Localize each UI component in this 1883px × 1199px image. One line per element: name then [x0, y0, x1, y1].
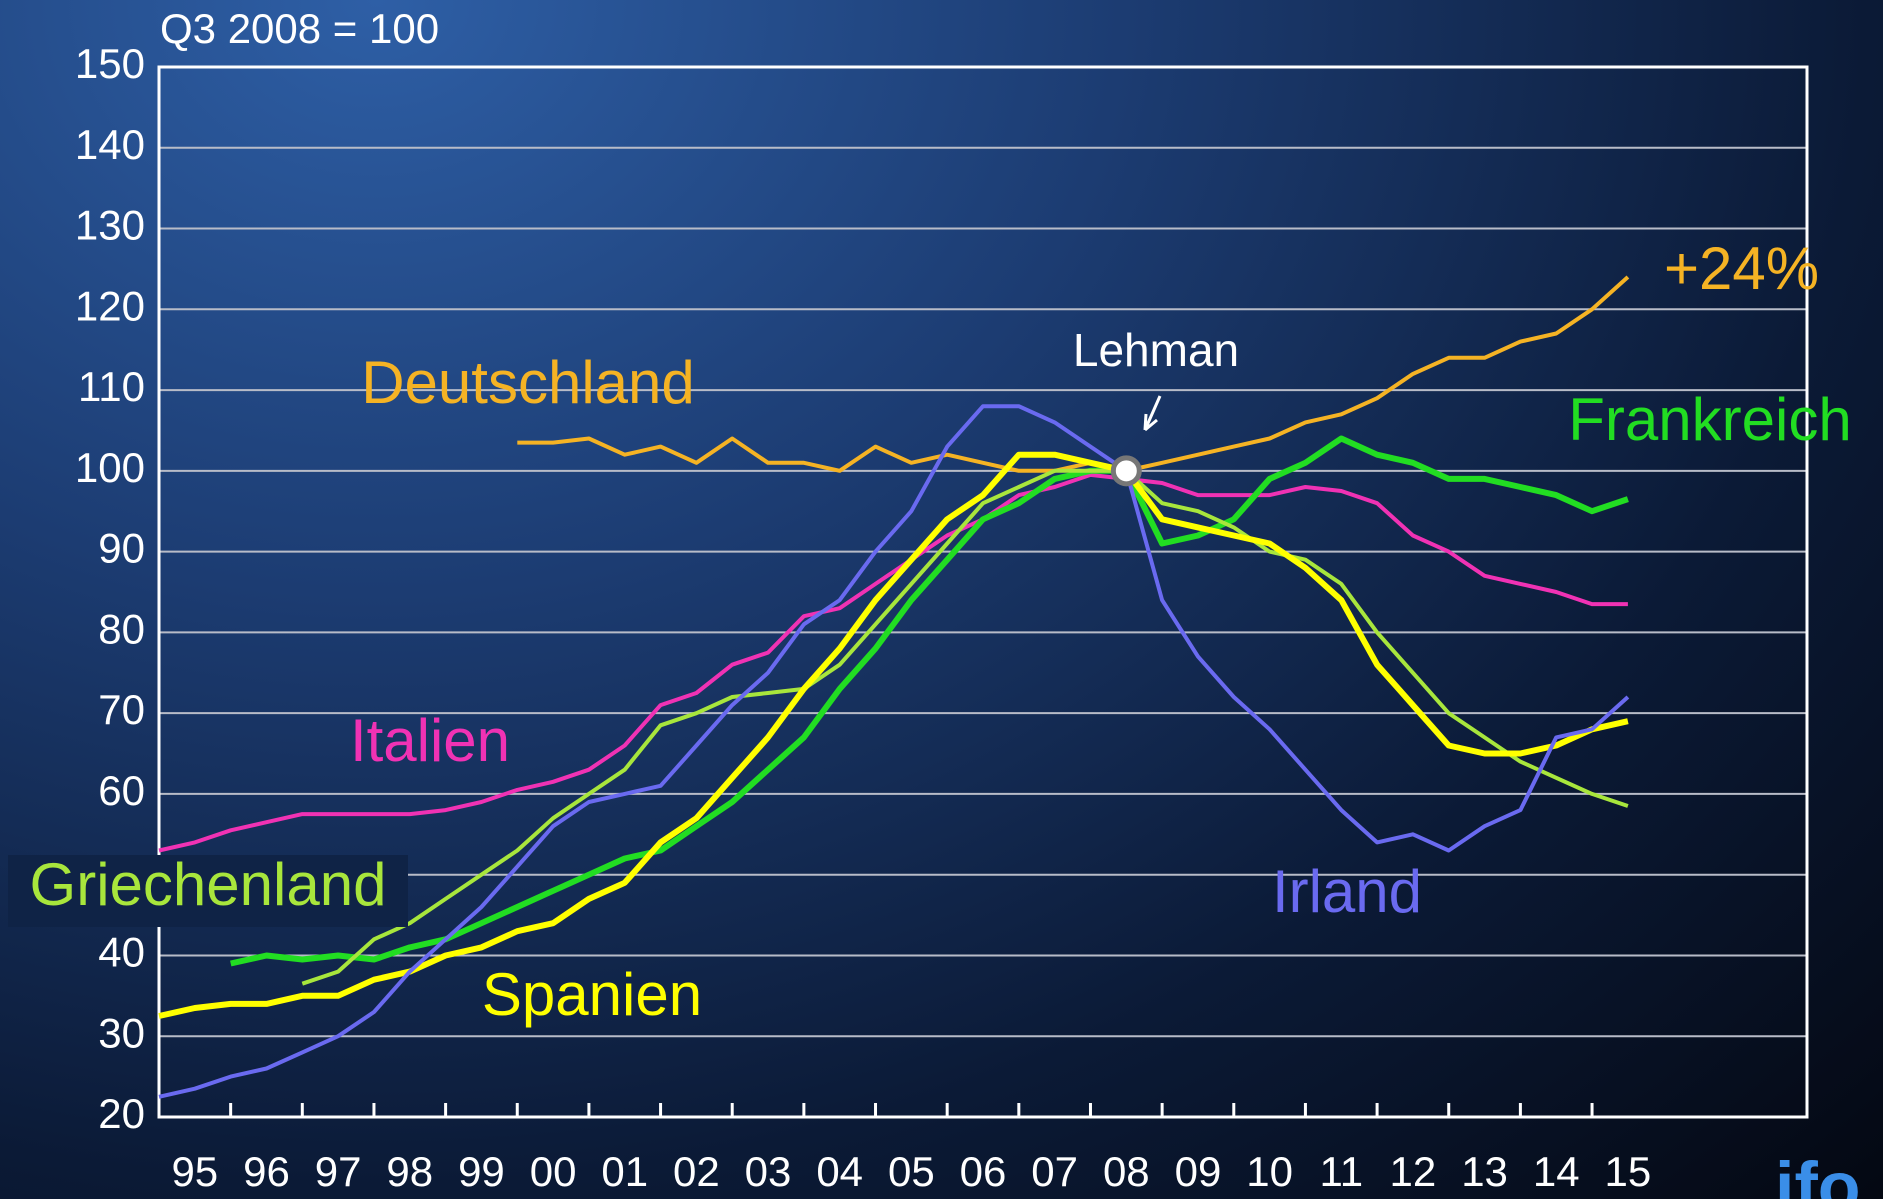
x-tick-label: 14: [1533, 1148, 1580, 1195]
series-label: Irland: [1272, 858, 1422, 925]
x-tick-label: 04: [816, 1148, 863, 1195]
series-label: Griechenland: [30, 851, 387, 918]
x-tick-label: 95: [171, 1148, 218, 1195]
series-label: Spanien: [482, 961, 702, 1028]
x-tick-label: 09: [1175, 1148, 1222, 1195]
x-tick-label: 07: [1031, 1148, 1078, 1195]
x-tick-label: 11: [1319, 1148, 1363, 1195]
x-tick-label: 97: [315, 1148, 362, 1195]
logo: ifo: [1775, 1147, 1861, 1199]
x-tick-label: 03: [745, 1148, 792, 1195]
label-backdrop: [8, 855, 408, 927]
line-series: [230, 435, 1629, 967]
x-tick-label: 06: [960, 1148, 1007, 1195]
y-tick-label: 100: [75, 444, 145, 491]
x-tick-label: 99: [458, 1148, 505, 1195]
y-tick-label: 150: [75, 40, 145, 87]
line-series: [158, 451, 1629, 1019]
y-tick-label: 40: [98, 929, 145, 976]
line-series: [158, 404, 1630, 1099]
y-tick-label: 120: [75, 282, 145, 329]
x-tick-label: 08: [1103, 1148, 1150, 1195]
series-label: Italien: [350, 707, 510, 774]
y-tick-label: 60: [98, 767, 145, 814]
subtitle: Q3 2008 = 100: [160, 5, 439, 52]
series-label: Frankreich: [1568, 386, 1851, 453]
line-series: [158, 472, 1628, 853]
x-tick-label: 96: [243, 1148, 290, 1195]
line-series: [301, 468, 1629, 986]
y-tick-label: 110: [78, 363, 145, 410]
annotation-arrow: [1143, 395, 1162, 432]
x-tick-label: 98: [386, 1148, 433, 1195]
annotation-label: +24%: [1664, 235, 1819, 302]
y-tick-label: 80: [98, 605, 145, 652]
y-tick-label: 90: [98, 525, 145, 572]
y-tick-label: 140: [75, 121, 145, 168]
x-tick-label: 13: [1461, 1148, 1508, 1195]
x-tick-label: 12: [1390, 1148, 1437, 1195]
lehman-marker: [1110, 455, 1142, 487]
x-tick-label: 01: [601, 1148, 648, 1195]
x-tick-label: 00: [530, 1148, 577, 1195]
annotation-label: Lehman: [1073, 324, 1239, 376]
plot-frame: [157, 65, 1809, 1119]
x-tick-label: 05: [888, 1148, 935, 1195]
x-tick-label: 02: [673, 1148, 720, 1195]
x-tick-label: 10: [1246, 1148, 1293, 1195]
line-series: [517, 275, 1630, 473]
y-tick-label: 130: [75, 202, 145, 249]
x-tick-label: 15: [1605, 1148, 1652, 1195]
series-label: Deutschland: [361, 349, 695, 416]
y-tick-label: 20: [98, 1090, 145, 1137]
y-tick-label: 30: [98, 1009, 145, 1056]
y-tick-label: 70: [98, 686, 145, 733]
